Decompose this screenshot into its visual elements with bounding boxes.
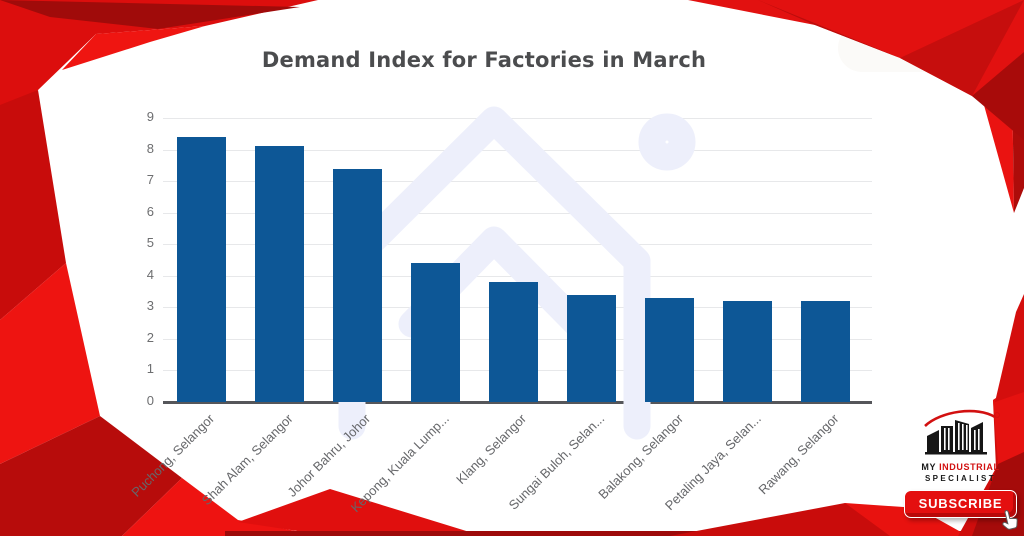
subscribe-button[interactable]: SUBSCRIBE <box>903 490 1019 530</box>
factory-buildings-icon <box>923 409 1000 455</box>
brand-name-line1: MY INDUSTRIAL <box>893 462 1024 472</box>
y-axis-tick-label: 7 <box>146 172 154 188</box>
gridline <box>163 212 872 214</box>
brand-name-prefix: MY <box>921 462 940 472</box>
x-axis-category-label: Rawang, Selangor <box>755 411 842 498</box>
bar <box>644 297 694 402</box>
y-axis-tick-label: 8 <box>146 140 154 156</box>
bar <box>254 146 304 402</box>
y-axis-tick-label: 4 <box>146 266 154 282</box>
chart-title: Demand Index for Factories in March <box>261 48 707 72</box>
x-axis-category-label: Puchong, Selangor <box>128 411 218 500</box>
bar <box>176 136 226 402</box>
gridline <box>163 118 872 120</box>
y-axis-tick-label: 0 <box>146 393 154 408</box>
y-axis-tick-label: 5 <box>146 235 154 251</box>
y-axis-tick-label: 1 <box>146 361 154 377</box>
bar <box>800 301 850 402</box>
bar <box>332 168 382 402</box>
brand-name-line2: SPECIALIST <box>924 474 997 483</box>
brand-name-highlight: INDUSTRIAL <box>939 462 1000 472</box>
x-axis-line <box>163 401 872 404</box>
bar <box>410 263 460 402</box>
bar <box>722 301 772 402</box>
y-axis-tick-label: 3 <box>146 298 154 314</box>
bar <box>566 294 616 402</box>
y-axis-tick-label: 2 <box>146 329 154 345</box>
y-axis-tick-label: 9 <box>146 109 154 125</box>
bar <box>488 282 538 402</box>
gridline <box>163 181 872 183</box>
y-axis-tick-label: 6 <box>146 203 154 219</box>
subscribe-button-label: SUBSCRIBE <box>918 496 1003 511</box>
brand-block: MY INDUSTRIAL SPECIALIST SUBSCRIBE <box>893 408 1024 530</box>
